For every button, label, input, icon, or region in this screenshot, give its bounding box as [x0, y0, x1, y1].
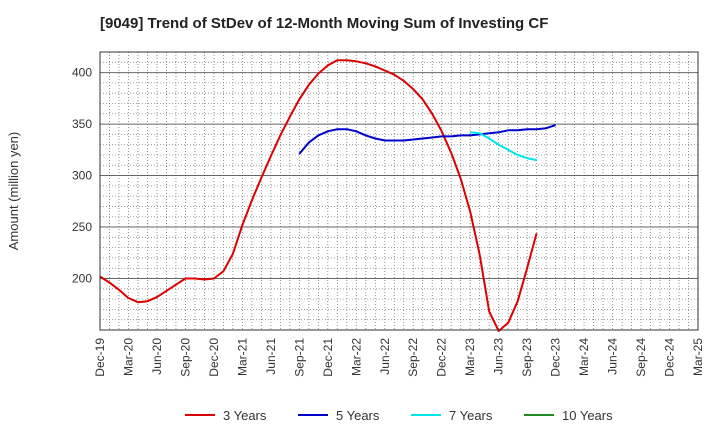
x-tick-label: Dec-19 [93, 338, 107, 377]
y-tick-label: 300 [72, 169, 92, 183]
x-tick-label: Mar-25 [691, 338, 705, 376]
x-tick-label: Dec-24 [663, 338, 677, 377]
y-tick-label: 200 [72, 272, 92, 286]
legend-label: 10 Years [562, 408, 613, 423]
series-line-5-years [298, 124, 556, 155]
y-tick-label: 250 [72, 220, 92, 234]
y-axis-label: Amount (million yen) [6, 132, 21, 251]
series-line-3-years [99, 59, 538, 332]
y-tick-label: 400 [72, 66, 92, 80]
legend: 3 Years 5 Years 7 Years 10 Years [185, 408, 613, 423]
legend-label: 7 Years [449, 408, 493, 423]
y-tick-label: 350 [72, 117, 92, 131]
x-tick-label: Dec-21 [321, 338, 335, 377]
x-tick-label: Dec-20 [207, 338, 221, 377]
x-tick-label: Jun-22 [378, 338, 392, 375]
x-tick-label: Dec-22 [435, 338, 449, 377]
x-tick-label: Sep-24 [634, 338, 648, 377]
legend-label: 5 Years [336, 408, 380, 423]
x-tick-label: Jun-21 [264, 338, 278, 375]
legend-label: 3 Years [223, 408, 267, 423]
x-tick-label: Sep-20 [178, 338, 192, 377]
x-tick-label: Jun-23 [492, 338, 506, 375]
series-line-7-years [470, 131, 537, 162]
y-axis-ticks: 200 250 300 350 400 [72, 66, 92, 286]
x-tick-label: Dec-23 [549, 338, 563, 377]
x-tick-label: Mar-24 [577, 338, 591, 376]
series-lines [99, 59, 556, 332]
plot-frame [99, 51, 699, 331]
x-tick-label: Mar-23 [463, 338, 477, 376]
x-tick-label: Mar-20 [121, 338, 135, 376]
grid [100, 52, 698, 330]
x-tick-label: Mar-21 [235, 338, 249, 376]
x-tick-label: Jun-24 [606, 338, 620, 375]
chart-title: [9049] Trend of StDev of 12-Month Moving… [100, 15, 548, 32]
x-tick-label: Sep-21 [292, 338, 306, 377]
x-axis-ticks: Dec-19 Mar-20 Jun-20 Sep-20 Dec-20 Mar-21 Jun-… [93, 338, 705, 377]
x-tick-label: Jun-20 [150, 338, 164, 375]
x-tick-label: Sep-22 [406, 338, 420, 377]
x-tick-label: Sep-23 [520, 338, 534, 377]
x-tick-label: Mar-22 [349, 338, 363, 376]
